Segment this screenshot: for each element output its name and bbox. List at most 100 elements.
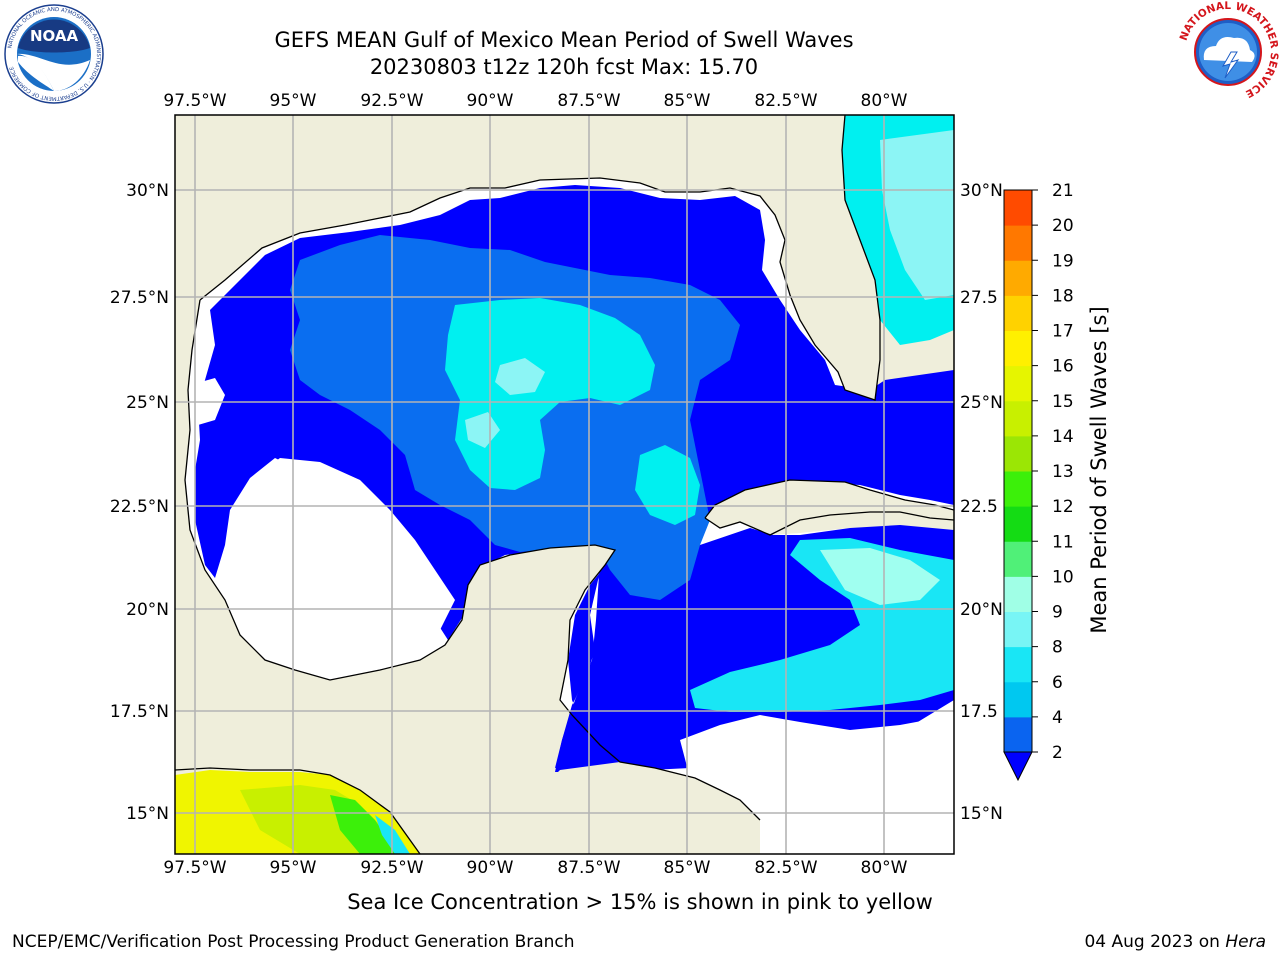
colorbar-tick-label: 14	[1052, 427, 1074, 447]
lon-label: 80°W	[861, 91, 908, 111]
nodata-caribbean-south	[680, 715, 954, 854]
lat-labels-left: 30°N 27.5°N 25°N 22.5°N 20°N 17.5°N 15°N	[110, 181, 169, 824]
colorbar-extend-arrow	[1003, 751, 1033, 782]
colorbar-segment	[1004, 400, 1032, 437]
lat-label: 20°N	[126, 600, 169, 620]
colorbar-segment	[1004, 681, 1032, 718]
swell-light-cyan	[465, 358, 545, 448]
lat-label: 15°N	[960, 804, 1003, 824]
colorbar-segment	[1004, 716, 1032, 753]
coastline-cuba	[704, 479, 954, 536]
colorbar-tick-label: 21	[1052, 181, 1074, 201]
lat-label: 25°N	[960, 393, 1003, 413]
colorbar-tick-label: 9	[1052, 603, 1063, 623]
colorbar-tick-label: 8	[1052, 638, 1063, 658]
lat-label: 27.5	[960, 288, 998, 308]
lon-label: 90°W	[467, 858, 514, 878]
lat-label: 25°N	[126, 393, 169, 413]
colorbar-segment	[1004, 471, 1032, 507]
colorbar-segment	[1004, 576, 1032, 612]
lon-labels-top: 97.5°W 95°W 92.5°W 90°W 87.5°W 85°W 82.5…	[163, 91, 907, 111]
lat-label: 30°N	[126, 181, 169, 201]
colorbar-segment	[1004, 260, 1032, 296]
colorbar-segment	[1004, 190, 1032, 226]
map-subtitle: 20230803 t12z 120h fcst Max: 15.70	[369, 55, 759, 79]
swell-cyan-east	[635, 445, 700, 525]
colorbar: 2 4 6 8 9 10 11 12 13 14 15 16 17 18 19 20 21	[1003, 181, 1074, 782]
footer-date: 04 Aug 2023 on Hera	[1084, 932, 1266, 952]
lat-label: 30°N	[960, 181, 1003, 201]
coastline-pacific	[175, 767, 421, 854]
lon-label: 97.5°W	[163, 91, 226, 111]
colorbar-segment	[1004, 295, 1032, 331]
nws-logo: NATIONAL WEATHER SERVICE	[1178, 0, 1280, 102]
lat-label: 15°N	[126, 804, 169, 824]
sea-ice-note: Sea Ice Concentration > 15% is shown in …	[347, 890, 933, 914]
lat-label: 22.5°N	[110, 497, 169, 517]
lon-label: 97.5°W	[163, 858, 226, 878]
lon-label: 82.5°W	[754, 91, 817, 111]
lat-label: 27.5°N	[110, 288, 169, 308]
coastline-gulf	[199, 115, 881, 401]
colorbar-label: Mean Period of Swell Waves [s]	[1087, 306, 1111, 633]
colorbar-tick-label: 18	[1052, 286, 1074, 306]
nodata-bay-of-campeche	[222, 458, 455, 675]
colorbar-segment	[1004, 330, 1032, 367]
colorbar-tick-label: 16	[1052, 357, 1074, 377]
lon-label: 82.5°W	[754, 858, 817, 878]
land-cuba	[705, 480, 954, 528]
lon-label: 85°W	[664, 858, 711, 878]
noaa-logo: NATIONAL OCEANIC AND ATMOSPHERIC ADMINIS…	[4, 4, 104, 104]
coastline-mexico	[184, 299, 761, 821]
lon-label: 87.5°W	[557, 91, 620, 111]
land-central-america	[520, 762, 760, 854]
colorbar-segment	[1004, 435, 1032, 472]
map-area	[174, 114, 955, 855]
colorbar-tick-label: 15	[1052, 392, 1074, 412]
swell-atlantic-light	[880, 130, 954, 300]
colorbar-tick-label: 19	[1052, 251, 1074, 271]
footer-host: Hera	[1225, 932, 1266, 952]
lat-label: 22.5	[960, 497, 998, 517]
colorbar-tick-label: 17	[1052, 322, 1074, 342]
lon-label: 92.5°W	[360, 858, 423, 878]
colorbar-tick-label: 20	[1052, 216, 1074, 236]
colorbar-segment	[1004, 646, 1032, 683]
footer-date-text: 04 Aug 2023 on	[1084, 932, 1226, 952]
swell-caribbean-light	[820, 548, 940, 605]
colorbar-tick-label: 4	[1052, 708, 1063, 728]
colorbar-segment	[1004, 225, 1032, 261]
colorbar-segment	[1004, 506, 1032, 542]
colorbar-tick-label: 13	[1052, 462, 1074, 482]
lat-labels-right: 30°N 27.5 25°N 22.5 20°N 17.5 15°N	[960, 181, 1003, 824]
svg-text:NOAA: NOAA	[30, 27, 79, 45]
swell-cyan	[445, 298, 655, 490]
lon-label: 95°W	[270, 858, 317, 878]
map-title: GEFS MEAN Gulf of Mexico Mean Period of …	[274, 28, 854, 52]
land-yucatan	[395, 545, 615, 854]
pacific-green	[330, 795, 395, 854]
lat-label: 17.5	[960, 702, 998, 722]
colorbar-tick-label: 6	[1052, 673, 1063, 693]
lon-label: 92.5°W	[360, 91, 423, 111]
colorbar-segment	[1004, 611, 1032, 648]
lon-label: 87.5°W	[557, 858, 620, 878]
colorbar-segment	[1004, 365, 1032, 402]
lon-label: 85°W	[664, 91, 711, 111]
map-frame	[174, 114, 955, 855]
colorbar-segment	[1004, 541, 1032, 577]
lon-label: 90°W	[467, 91, 514, 111]
gridlines	[175, 115, 954, 854]
colorbar-tick-label: 12	[1052, 497, 1074, 517]
lat-label: 20°N	[960, 600, 1003, 620]
lon-label: 80°W	[861, 858, 908, 878]
lon-labels-bottom: 97.5°W 95°W 92.5°W 90°W 87.5°W 85°W 82.5…	[163, 858, 907, 878]
colorbar-tick-label: 2	[1052, 743, 1063, 763]
lon-label: 95°W	[270, 91, 317, 111]
colorbar-tick-label: 10	[1052, 567, 1074, 587]
land-florida	[760, 115, 880, 400]
footer-credit: NCEP/EMC/Verification Post Processing Pr…	[12, 932, 575, 952]
colorbar-tick-label: 11	[1052, 532, 1074, 552]
lat-label: 17.5°N	[110, 702, 169, 722]
